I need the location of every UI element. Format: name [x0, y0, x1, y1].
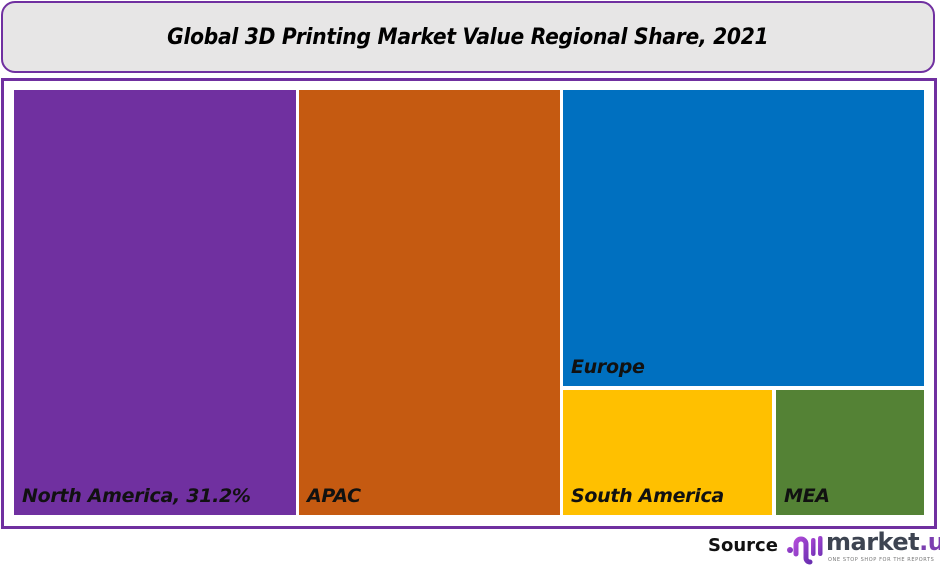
- tile-apac: APAC: [299, 90, 560, 515]
- tile-label-apac: APAC: [307, 485, 361, 507]
- market-us-logo-icon: [787, 536, 823, 565]
- tile-label-mea: MEA: [784, 485, 830, 507]
- logo-wordmark: market.us: [826, 528, 940, 556]
- tile-label-south-america: South America: [571, 485, 724, 507]
- market-us-logo: market.us ONE STOP SHOP FOR THE REPORTS: [786, 528, 940, 566]
- logo-tagline: ONE STOP SHOP FOR THE REPORTS: [828, 557, 935, 563]
- tile-north-america: North America, 31.2%: [14, 90, 296, 515]
- chart-title-box: Global 3D Printing Market Value Regional…: [1, 1, 935, 73]
- tile-label-north-america: North America, 31.2%: [22, 485, 251, 507]
- tile-south-america: South America: [563, 390, 772, 515]
- chart-title: Global 3D Printing Market Value Regional…: [167, 24, 769, 50]
- treemap-frame: North America, 31.2% APAC Europe South A…: [1, 78, 937, 529]
- tile-europe: Europe: [563, 90, 924, 386]
- source-label: Source: [708, 535, 778, 556]
- tile-label-europe: Europe: [571, 356, 645, 378]
- tile-mea: MEA: [776, 390, 924, 515]
